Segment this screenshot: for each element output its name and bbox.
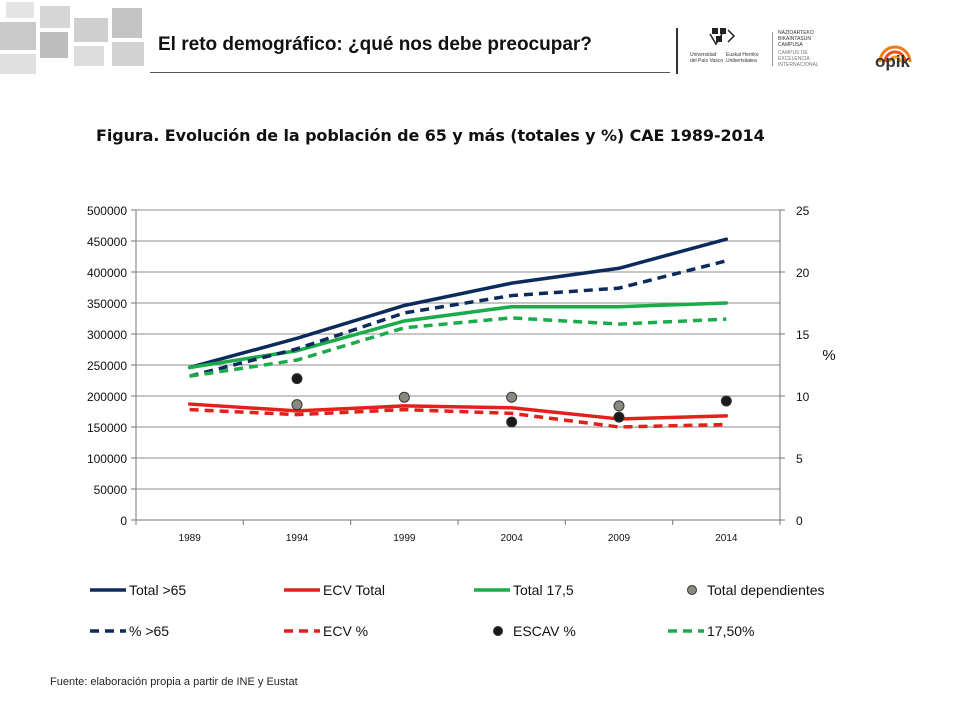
left-tick-label: 450000 <box>87 235 127 249</box>
legend-label-total-dependientes: Total dependientes <box>707 582 825 598</box>
series-line-total-65 <box>187 237 729 370</box>
legend-label-total-17-5: Total 17,5 <box>513 582 574 598</box>
data-point-total-dependientes <box>291 399 303 411</box>
data-point-escav <box>506 416 518 428</box>
data-point-escav <box>291 373 303 385</box>
legend-symbol-escav <box>493 626 503 636</box>
right-tick-label: 15 <box>796 328 810 342</box>
source-note: Fuente: elaboración propia a partir de I… <box>50 676 298 688</box>
left-tick-label: 150000 <box>87 421 127 435</box>
upv-line-4: Unibertsitatea <box>726 58 757 64</box>
right-tick-label: 20 <box>796 266 810 280</box>
left-tick-label: 400000 <box>87 266 127 280</box>
data-point-total-dependientes <box>506 391 518 403</box>
right-tick-label: 25 <box>796 204 810 218</box>
page-title: El reto demográfico: ¿qué nos debe preoc… <box>158 34 592 55</box>
campus-line-3: CAMPUSA <box>778 42 803 48</box>
left-tick-label: 200000 <box>87 390 127 404</box>
figure-title: Figura. Evolución de la población de 65 … <box>96 126 765 145</box>
campus-line-1: NAZIOARTEKO <box>778 30 814 36</box>
right-tick-label: 10 <box>796 390 810 404</box>
left-tick-label: 100000 <box>87 452 127 466</box>
series-line-65 <box>189 259 727 378</box>
campus-divider <box>772 32 773 66</box>
x-tick-label: 1994 <box>286 533 309 544</box>
data-point-total-dependientes <box>613 400 625 412</box>
opik-logo-text: opik <box>875 52 910 71</box>
series-line-total-17-5 <box>187 301 729 370</box>
campus-line-2: BIKAINTASUN <box>778 36 811 42</box>
data-point-total-dependientes <box>398 391 410 403</box>
left-tick-label: 0 <box>120 514 127 528</box>
left-tick-label: 500000 <box>87 204 127 218</box>
campus-line-6: INTERNACIONAL <box>778 62 819 68</box>
right-tick-label: 0 <box>796 514 803 528</box>
legend-label-65: % >65 <box>129 623 169 639</box>
title-underline <box>150 72 670 73</box>
left-tick-label: 250000 <box>87 359 127 373</box>
slide-header: El reto demográfico: ¿qué nos debe preoc… <box>0 0 960 78</box>
right-axis-label: % <box>822 347 835 364</box>
header-decoration <box>0 0 150 78</box>
upv-line-3: Euskal Herriko <box>726 52 759 58</box>
opik-logo-icon <box>878 45 912 63</box>
data-point-escav <box>720 395 732 407</box>
upv-ehu-icon <box>709 28 736 46</box>
left-tick-label: 50000 <box>94 483 128 497</box>
left-tick-label: 300000 <box>87 328 127 342</box>
x-tick-label: 2014 <box>715 533 738 544</box>
data-point-escav <box>613 411 625 423</box>
legend-label-total-65: Total >65 <box>129 582 186 598</box>
campus-excelencia-logo: NAZIOARTEKO BIKAINTASUN CAMPUSA CAMPUS D… <box>770 30 830 70</box>
legend-label-escav: ESCAV % <box>513 623 576 639</box>
left-tick-label: 350000 <box>87 297 127 311</box>
legend-symbol-total-dependientes <box>687 585 697 595</box>
upv-ehu-logo: Universidad del País Vasco Euskal Herrik… <box>690 26 770 72</box>
series-line-17-50 <box>189 316 727 378</box>
upv-line-1: Universidad <box>690 52 717 58</box>
upv-line-2: del País Vasco <box>690 58 723 64</box>
x-tick-label: 1999 <box>393 533 416 544</box>
legend-label-ecv-total: ECV Total <box>323 582 385 598</box>
legend-label-17-50: 17,50% <box>707 623 754 639</box>
series-line-ecv-total <box>187 402 729 421</box>
x-tick-label: 1989 <box>179 533 202 544</box>
header-divider <box>676 28 678 74</box>
legend-label-ecv: ECV % <box>323 623 368 639</box>
campus-line-5: EXCELENCIA <box>778 56 810 62</box>
campus-line-4: CAMPUS DE <box>778 50 808 56</box>
x-tick-label: 2009 <box>608 533 631 544</box>
right-tick-label: 5 <box>796 452 803 466</box>
x-tick-label: 2004 <box>501 533 524 544</box>
